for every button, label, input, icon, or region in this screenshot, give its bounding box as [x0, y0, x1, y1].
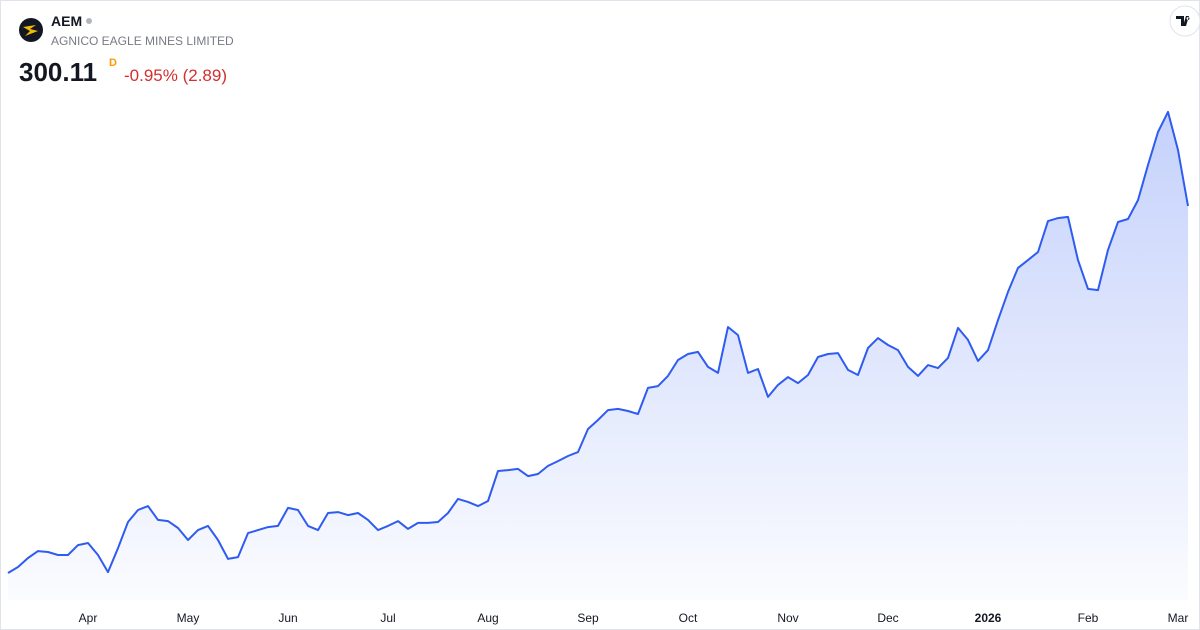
last-price: 300.11: [19, 57, 97, 87]
x-tick-label: Mar: [1168, 611, 1189, 625]
tv-logo: [1176, 16, 1190, 26]
x-tick-label: Feb: [1078, 611, 1099, 625]
x-tick-label: Oct: [679, 611, 698, 625]
price-change: -0.95% (2.89): [124, 66, 227, 85]
x-tick-label: May: [177, 611, 200, 625]
symbol: AEM: [51, 13, 82, 29]
x-tick-label: Aug: [477, 611, 498, 625]
x-tick-label: 2026: [975, 611, 1002, 625]
x-tick-label: Jul: [380, 611, 395, 625]
x-tick-label: Nov: [777, 611, 798, 625]
area-fill: [8, 111, 1188, 601]
x-tick-label: Jun: [278, 611, 297, 625]
interval: D: [109, 57, 117, 69]
plot-area: [7, 110, 1189, 601]
company-name: AGNICO EAGLE MINES LIMITED: [51, 34, 234, 48]
x-tick-label: Sep: [577, 611, 599, 625]
status-dot: [86, 18, 92, 24]
price-line: [7, 110, 1189, 574]
logo-mark: [23, 25, 38, 36]
x-tick-label: Dec: [877, 611, 898, 625]
x-tick-label: Apr: [79, 611, 98, 625]
